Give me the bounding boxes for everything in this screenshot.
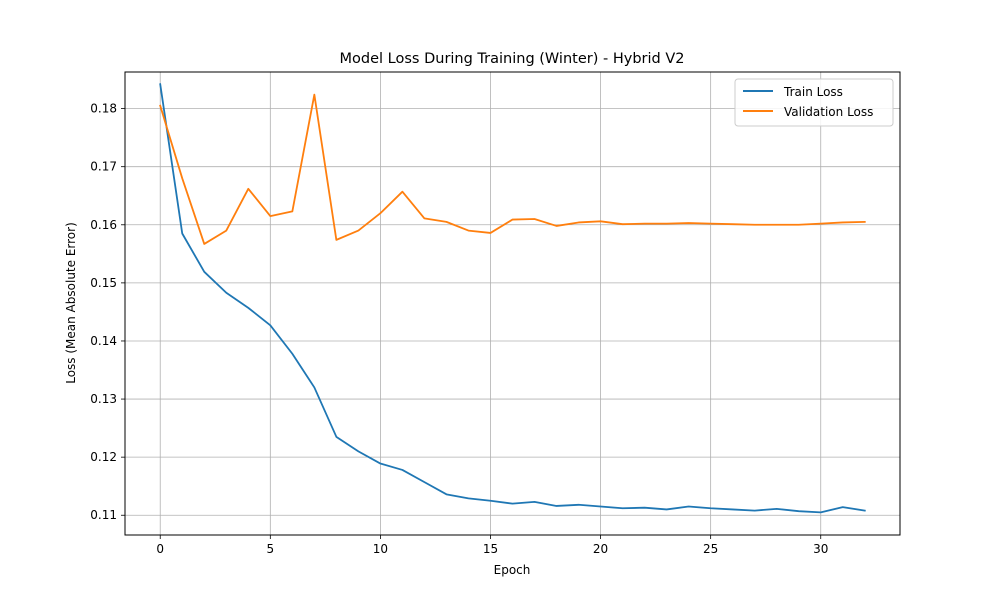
grid xyxy=(125,72,900,535)
legend: Train Loss Validation Loss xyxy=(734,78,894,127)
y-tick-label: 0.11 xyxy=(90,508,117,522)
y-tick-label: 0.13 xyxy=(90,392,117,406)
legend-label-train-loss: Train Loss xyxy=(783,85,843,99)
y-tick-label: 0.17 xyxy=(90,160,117,174)
x-tick-label: 0 xyxy=(156,542,164,556)
legend-box xyxy=(734,78,894,127)
y-tick-label: 0.16 xyxy=(90,218,117,232)
chart-title: Model Loss During Training (Winter) - Hy… xyxy=(340,51,685,67)
series-line-train-loss xyxy=(159,83,866,514)
y-tick-label: 0.15 xyxy=(90,276,117,290)
y-tick-label: 0.18 xyxy=(90,102,117,116)
legend-label-validation-loss: Validation Loss xyxy=(784,105,873,119)
x-axis-label: Epoch xyxy=(494,563,531,577)
x-tick-label: 25 xyxy=(703,542,718,556)
x-tick-label: 15 xyxy=(483,542,498,556)
x-tick-label: 5 xyxy=(266,542,274,556)
y-tick-label: 0.12 xyxy=(90,450,117,464)
y-axis-label: Loss (Mean Absolute Error) xyxy=(64,222,78,384)
series-line-validation-loss xyxy=(159,93,866,245)
series-layer xyxy=(159,83,866,514)
y-tick-label: 0.14 xyxy=(90,334,117,348)
x-tick-label: 20 xyxy=(593,542,608,556)
x-tick-label: 10 xyxy=(373,542,388,556)
ticks: 0 5 10 15 20 25 30 0.11 0.12 0.13 0.14 0.15 0.16 0.17… xyxy=(90,102,828,556)
x-tick-label: 30 xyxy=(813,542,828,556)
plot-frame xyxy=(124,71,901,536)
